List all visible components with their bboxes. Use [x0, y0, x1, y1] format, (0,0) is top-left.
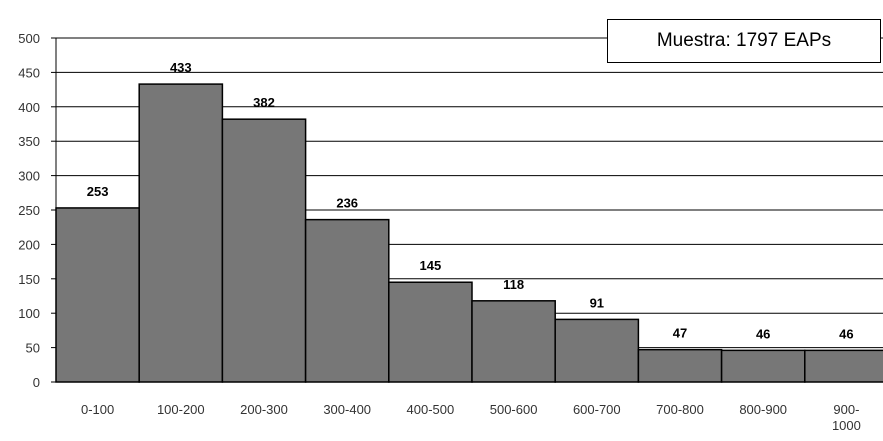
x-tick-label: 0-100 [81, 402, 114, 417]
y-tick-label: 0 [33, 375, 40, 390]
y-tick-label: 250 [18, 203, 40, 218]
bar [138, 83, 224, 383]
y-tick-label: 400 [18, 100, 40, 115]
data-label: 253 [87, 184, 109, 199]
data-label: 47 [673, 326, 687, 341]
y-tick-label: 100 [18, 306, 40, 321]
data-label: 46 [839, 326, 853, 341]
bar [221, 118, 307, 383]
bar [804, 349, 883, 383]
data-label: 145 [420, 258, 442, 273]
data-label: 433 [170, 60, 192, 75]
y-tick-label: 450 [18, 65, 40, 80]
bar [554, 318, 640, 383]
x-tick-label: 500-600 [490, 402, 538, 417]
y-tick-label: 300 [18, 169, 40, 184]
y-tick-label: 200 [18, 237, 40, 252]
x-tick-label: 600-700 [573, 402, 621, 417]
data-label: 118 [503, 277, 524, 292]
bar [720, 349, 806, 383]
y-tick-label: 150 [18, 272, 40, 287]
sample-size-note: Muestra: 1797 EAPs [607, 19, 881, 63]
bar [637, 348, 723, 383]
x-tick-label: 900-1000 [832, 402, 861, 433]
y-tick-label: 350 [18, 134, 40, 149]
data-label: 236 [336, 196, 358, 211]
data-label: 382 [253, 95, 275, 110]
x-tick-label: 700-800 [656, 402, 704, 417]
bar [55, 207, 140, 383]
bar [304, 218, 390, 383]
x-tick-label: 200-300 [240, 402, 288, 417]
bar [471, 300, 556, 383]
y-tick-label: 50 [26, 341, 40, 356]
data-label: 46 [756, 326, 770, 341]
x-tick-label: 800-900 [739, 402, 787, 417]
data-label: 91 [590, 295, 604, 310]
x-tick-label: 400-500 [407, 402, 455, 417]
x-tick-label: 100-200 [157, 402, 205, 417]
x-tick-label: 300-400 [323, 402, 371, 417]
bar [388, 281, 473, 383]
y-tick-label: 500 [18, 31, 40, 46]
